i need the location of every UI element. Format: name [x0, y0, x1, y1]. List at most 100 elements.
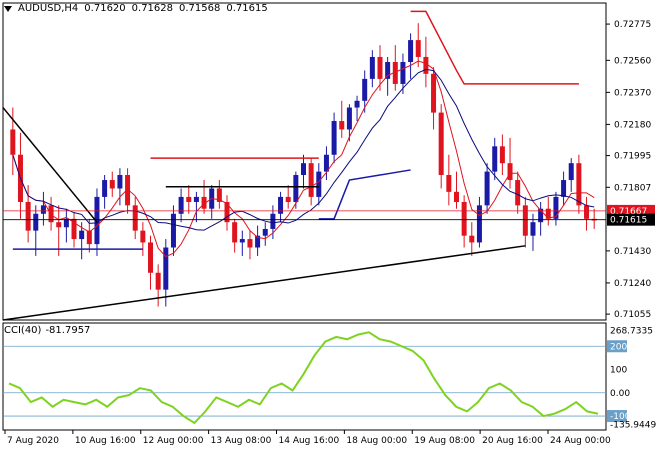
candle-body [492, 146, 498, 172]
candle-body [94, 196, 100, 245]
candle-body [132, 205, 138, 231]
candle-body [438, 112, 444, 175]
current-price-label: 0.71615 [610, 216, 647, 226]
high-value: 0.71628 [131, 3, 174, 14]
time-axis-label: 12 Aug 00:00 [143, 436, 204, 446]
candle-body [515, 180, 521, 206]
cci-level-tag [607, 410, 627, 423]
candle-body [40, 205, 46, 214]
candle-body [155, 272, 161, 290]
candle-body [499, 146, 505, 164]
symbol-label: AUDUSD,H4 [18, 3, 79, 14]
candle-body [247, 239, 253, 248]
candle-body [507, 163, 513, 181]
candle-body [538, 208, 544, 223]
candle-body [453, 191, 459, 202]
candle-body [408, 40, 414, 63]
candle-body [377, 56, 383, 79]
candle-body [584, 205, 590, 219]
time-axis-label: 7 Aug 2020 [7, 436, 59, 446]
candle-body [71, 218, 77, 240]
candle-body [362, 78, 368, 101]
candle-body [201, 196, 207, 209]
candle-body [232, 222, 238, 243]
cci-axis-label: -135.9449 [610, 420, 656, 430]
candle-body [476, 205, 482, 243]
candle-body [262, 228, 268, 236]
candle-body [316, 171, 322, 197]
candle-body [163, 247, 169, 290]
resistance-line-top [410, 10, 579, 85]
time-axis-label: 13 Aug 08:00 [211, 436, 272, 446]
candle-body [331, 121, 337, 155]
candle-body [576, 163, 582, 206]
candle-body [86, 230, 92, 245]
candle-body [63, 218, 69, 228]
candle-body [170, 213, 176, 248]
chart-header: AUDUSD,H4 0.71620 0.71628 0.71568 0.7161… [4, 3, 268, 14]
candle-body [301, 163, 306, 175]
price-axis-label: 0.71430 [614, 247, 651, 257]
candle-body [10, 129, 16, 155]
candle-body [568, 163, 574, 181]
candle-body [553, 196, 559, 219]
candle-body [385, 62, 391, 79]
candle-body [239, 239, 245, 243]
price-axis-label: 0.72180 [614, 120, 651, 130]
price-axis-label: 0.72370 [614, 88, 651, 98]
candle-body [400, 62, 406, 84]
candle-body [178, 196, 184, 214]
candle-body [461, 201, 467, 236]
candle-body [561, 180, 567, 197]
trailing-stop-line [318, 169, 411, 220]
time-axis-label: 20 Aug 16:00 [482, 436, 543, 446]
candle-body [270, 213, 276, 229]
candle-body [415, 40, 421, 57]
indicator-name: CCI(40) [4, 325, 42, 336]
low-value: 0.71568 [179, 3, 221, 14]
candle-body [354, 100, 360, 108]
candle-body [140, 230, 146, 243]
indicator-header: CCI(40) -81.7957 [4, 325, 90, 336]
cci-axis-label: 268.7335 [610, 326, 653, 336]
price-panel [2, 2, 607, 321]
ma-fast-line [12, 60, 595, 258]
candle-body [293, 174, 299, 202]
candle-body [545, 208, 551, 219]
candle-body [109, 180, 115, 189]
time-axis-label: 19 Aug 08:00 [414, 436, 475, 446]
candle-body [369, 56, 375, 79]
indicator-panel [2, 322, 607, 431]
price-axis-label: 0.71995 [614, 152, 651, 162]
chart-menu-icon[interactable] [4, 5, 12, 12]
time-axis-label: 24 Aug 00:00 [550, 436, 611, 446]
close-value: 0.71615 [226, 3, 268, 14]
cci-level-tag [607, 340, 627, 353]
candle-body [446, 174, 452, 192]
cci-axis-label: 200 [610, 342, 627, 352]
indicator-value: -81.7957 [45, 325, 91, 336]
candle-body [33, 213, 39, 231]
trendline [2, 245, 526, 321]
candle-body [117, 174, 123, 189]
cci-line [8, 331, 599, 425]
candle-body [323, 154, 329, 172]
ma-slow-line [12, 68, 595, 231]
candle-body [484, 171, 490, 206]
price-axis-label: 0.71240 [614, 279, 651, 289]
current-price-tag [607, 213, 655, 226]
candle-body [216, 188, 222, 202]
candle-body [56, 222, 62, 228]
cci-axis-label: 0.00 [610, 389, 630, 399]
candle-body [278, 196, 284, 214]
time-axis-label: 10 Aug 16:00 [75, 436, 136, 446]
candle-body [469, 235, 475, 243]
candle-body [148, 242, 154, 273]
candle-body [308, 163, 314, 197]
candle-body [392, 62, 398, 84]
current-price-label: 0.71667 [610, 207, 647, 217]
candle-body [125, 174, 131, 206]
candle-body [522, 205, 528, 236]
cci-axis-label: 100 [610, 366, 627, 376]
